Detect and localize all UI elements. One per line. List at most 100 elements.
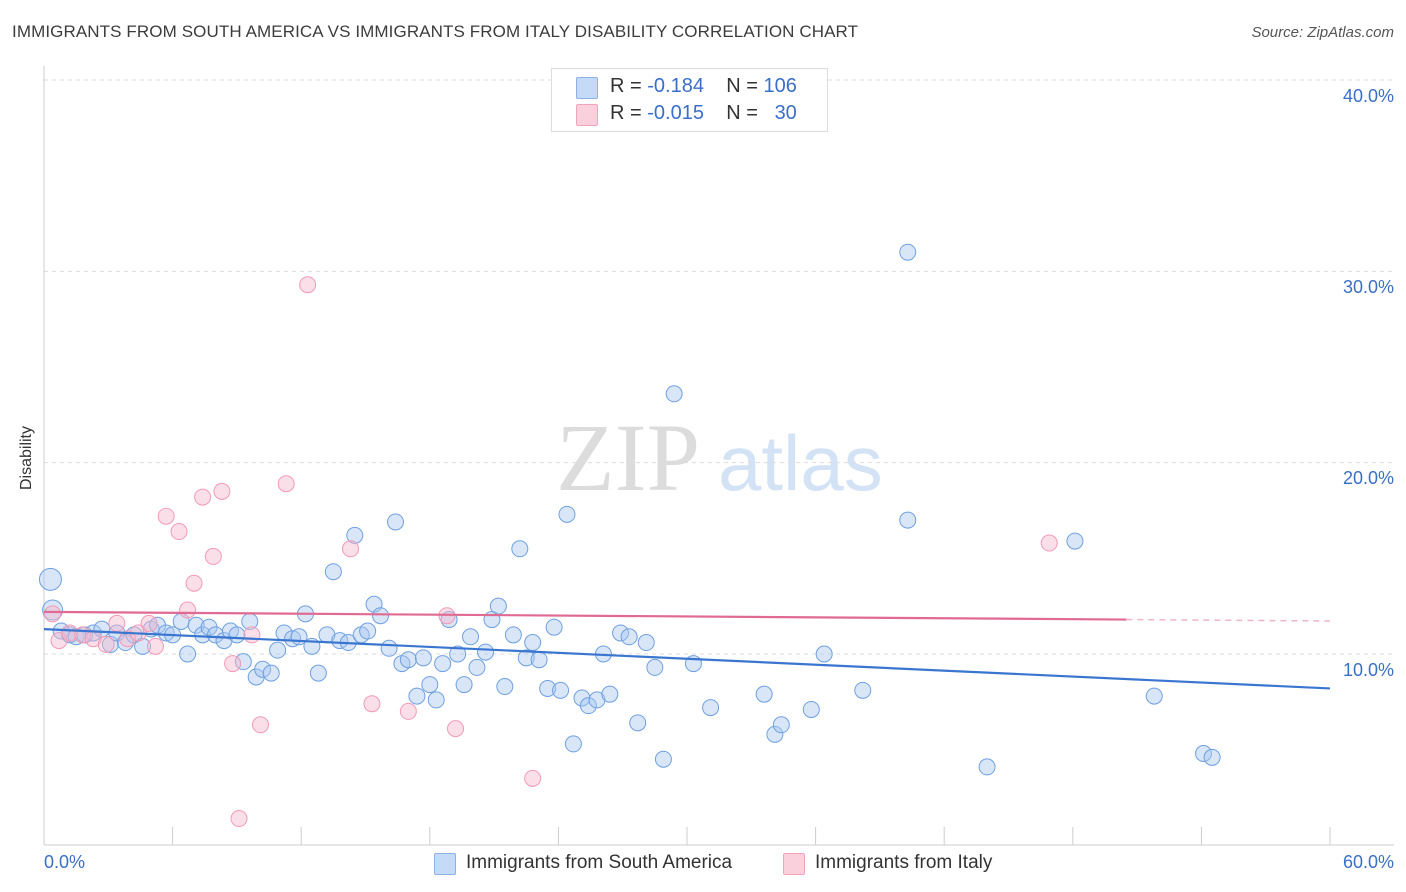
- italy-point: [447, 720, 465, 738]
- south-america-point: [380, 639, 398, 657]
- south-america-point: [228, 626, 246, 644]
- italy-point: [170, 523, 188, 541]
- south-america-point: [517, 649, 535, 667]
- south-america-point: [564, 735, 582, 753]
- south-america-point: [1195, 744, 1213, 762]
- south-america-point: [408, 687, 426, 705]
- source-credit: Source: ZipAtlas.com: [1251, 24, 1394, 41]
- south-america-point: [489, 597, 507, 615]
- italy-point: [363, 695, 381, 713]
- italy-point: [243, 626, 261, 644]
- y-tick-label-10: 10.0%: [1342, 660, 1394, 680]
- south-america-point: [468, 658, 486, 676]
- trend-line-south-america: [43, 628, 1331, 690]
- south-america-point: [38, 567, 62, 591]
- italy-point: [230, 810, 248, 828]
- south-america-point: [772, 716, 790, 734]
- legend-n-label: N =: [726, 102, 758, 124]
- south-america-point: [84, 624, 102, 642]
- gridlines: [44, 79, 1394, 655]
- south-america-point: [309, 664, 327, 682]
- series-italy-points: [44, 276, 1058, 828]
- south-america-point: [187, 616, 205, 634]
- stats-legend: R = -0.184 N = 106 R = -0.015 N = 30: [551, 68, 828, 132]
- x-tick-label-max: 60.0%: [1342, 852, 1394, 872]
- south-america-point: [545, 618, 563, 636]
- axes: [43, 66, 1394, 846]
- italy-point: [140, 614, 158, 632]
- south-america-point: [421, 676, 439, 694]
- italy-point: [157, 507, 175, 525]
- south-america-point: [815, 645, 833, 663]
- south-america-point: [766, 725, 784, 743]
- south-america-point: [387, 513, 405, 531]
- south-america-point: [234, 653, 252, 671]
- watermark: ZIP atlas: [556, 404, 883, 511]
- watermark-zip: ZIP: [556, 404, 700, 511]
- italy-point: [44, 605, 62, 623]
- south-america-point: [504, 626, 522, 644]
- y-tick-label-40: 40.0%: [1342, 86, 1394, 106]
- south-america-point: [654, 750, 672, 768]
- south-america-point: [899, 511, 917, 529]
- south-america-point: [455, 676, 473, 694]
- south-america-point: [802, 700, 820, 718]
- italy-point: [119, 630, 137, 648]
- italy-point: [341, 540, 359, 558]
- south-america-point: [552, 681, 570, 699]
- italy-point: [1040, 534, 1058, 552]
- italy-point: [224, 655, 242, 673]
- south-america-point: [414, 649, 432, 667]
- italy-point: [179, 601, 197, 619]
- legend-n-label: N =: [726, 75, 758, 97]
- bottom-legend-label-italy: Immigrants from Italy: [815, 852, 993, 873]
- italy-point: [277, 475, 295, 493]
- south-america-point: [262, 664, 280, 682]
- south-america-point: [449, 645, 467, 663]
- italy-point: [194, 488, 212, 506]
- south-america-point: [665, 385, 683, 403]
- south-america-point: [157, 624, 175, 642]
- legend-swatch-italy: [576, 104, 598, 126]
- south-america-point: [646, 658, 664, 676]
- south-america-point: [755, 685, 773, 703]
- south-america-point: [539, 679, 557, 697]
- south-america-point: [477, 643, 495, 661]
- south-america-point: [346, 526, 364, 544]
- south-america-point: [899, 243, 917, 261]
- south-america-point: [42, 599, 64, 621]
- south-america-point: [254, 660, 272, 678]
- south-america-point: [427, 691, 445, 709]
- south-america-point: [601, 685, 619, 703]
- south-america-point: [511, 540, 529, 558]
- south-america-point: [1066, 532, 1084, 550]
- italy-point: [213, 482, 231, 500]
- south-america-point: [530, 651, 548, 669]
- legend-r-value: -0.015: [647, 102, 704, 124]
- legend-n-value: 106: [763, 75, 797, 97]
- south-america-point: [496, 678, 514, 696]
- series-south-america-points: [38, 243, 1221, 776]
- south-america-point: [629, 714, 647, 732]
- south-america-point: [558, 505, 576, 523]
- south-america-point: [331, 632, 349, 650]
- legend-r-value: -0.184: [647, 75, 704, 97]
- trend-line-italy-extension: [1126, 618, 1331, 622]
- bottom-legend-swatch-italy: [783, 853, 805, 875]
- south-america-point: [702, 699, 720, 717]
- south-america-point: [372, 607, 390, 625]
- italy-point: [251, 716, 269, 734]
- chart-title: IMMIGRANTS FROM SOUTH AMERICA VS IMMIGRA…: [12, 22, 859, 41]
- italy-point: [524, 769, 542, 787]
- legend-r-label: R =: [610, 102, 642, 124]
- south-america-point: [462, 628, 480, 646]
- italy-point: [399, 702, 417, 720]
- south-america-point: [854, 681, 872, 699]
- south-america-point: [1145, 687, 1163, 705]
- legend-r-label: R =: [610, 75, 642, 97]
- bottom-legend-swatch-south-america: [434, 853, 456, 875]
- italy-point: [108, 614, 126, 632]
- south-america-point: [134, 637, 152, 655]
- south-america-point: [978, 758, 996, 776]
